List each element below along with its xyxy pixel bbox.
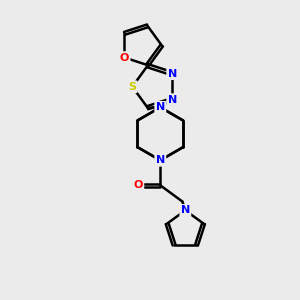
- Text: N: N: [168, 69, 177, 79]
- Text: O: O: [120, 52, 129, 63]
- Text: N: N: [156, 102, 165, 112]
- Text: N: N: [156, 155, 165, 165]
- Text: S: S: [128, 82, 136, 92]
- Text: O: O: [134, 180, 143, 190]
- Text: N: N: [168, 95, 177, 105]
- Text: N: N: [181, 206, 190, 215]
